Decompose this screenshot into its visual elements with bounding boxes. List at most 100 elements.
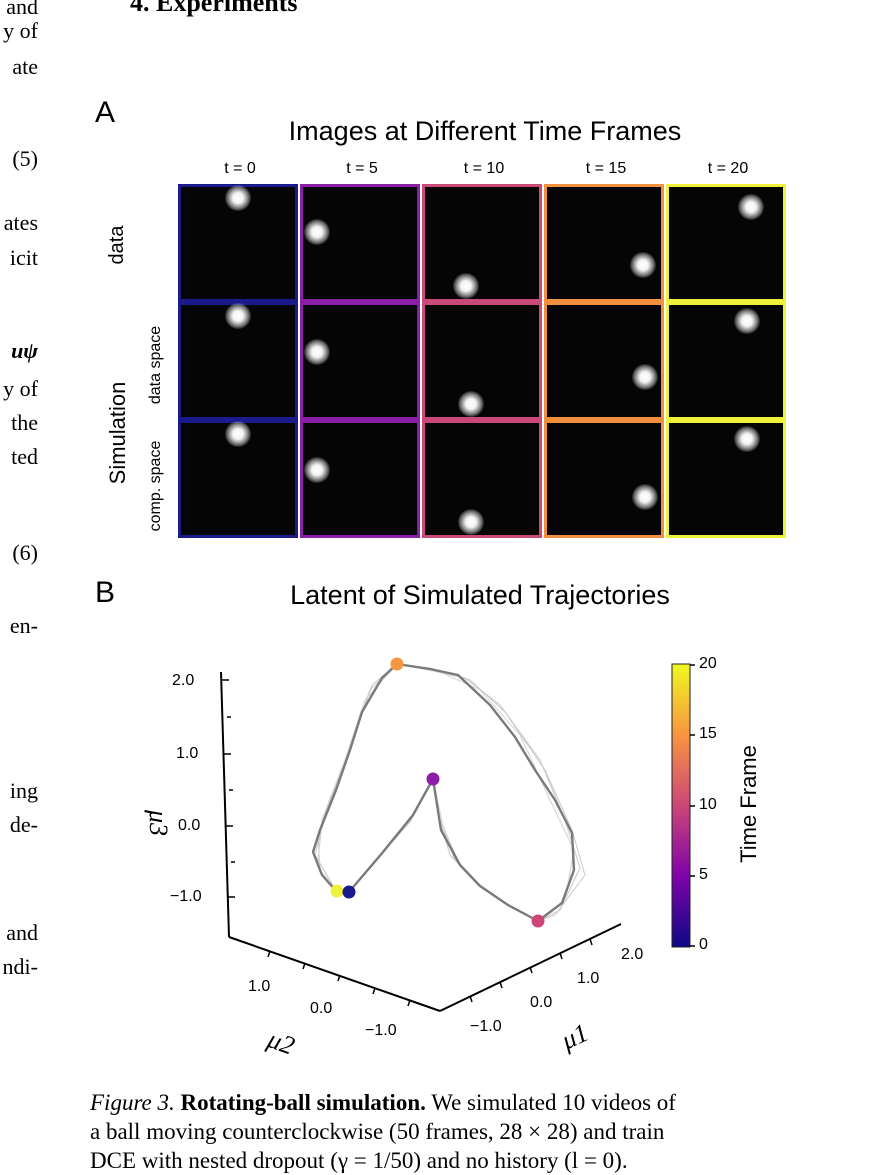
mu1-tick-label: 1.0 [577,970,600,987]
marker-t0 [342,885,356,899]
colorbar-tick-label: 10 [699,796,717,813]
column-label-t10: t = 10 [463,160,505,177]
colorbar-tick-label: 20 [699,655,717,672]
ball-blob [453,272,480,299]
trajectory-markers [330,657,545,928]
ball-blob [225,421,251,448]
frame-data-t15 [544,184,664,302]
mu1-tick-label: 2.0 [621,946,644,963]
margin-text: (5) [12,146,38,171]
trajectory-light-2 [317,663,575,922]
ball-blob [303,457,330,484]
frame-sim-data-space-t0 [178,302,298,420]
frame-data-t0 [178,184,298,302]
ball-blob [733,307,760,334]
frame-data-t20 [666,184,786,302]
row-label-simulation: Simulation [105,381,130,485]
row-label-data: data [106,225,128,265]
z-tick-label: 1.0 [176,745,199,762]
marker-t15 [390,657,404,671]
ball-blob [457,390,484,417]
z-axis-line [220,671,230,938]
ball-blob [632,483,659,510]
mu1-tick-label: −1.0 [470,1018,502,1035]
trajectories [311,662,586,923]
ball-blob [733,425,760,452]
ball-blob [303,339,330,366]
column-label-t0: t = 0 [224,160,256,177]
mu2-axis-label: μ2 [263,1024,299,1061]
panel-letter-b: B [95,576,116,609]
ball-blob [225,303,251,330]
caption-text: We simulated 10 videos of [431,1090,676,1115]
colorbar-ticks [690,664,695,947]
z-tick-label: 2.0 [172,672,195,689]
mu1-tick-label: 0.0 [530,994,553,1011]
margin-text: the [11,410,38,435]
row-label-data-space: data space [147,325,164,405]
ball-blob [632,363,659,390]
panel-b-title: Latent of Simulated Trajectories [290,580,670,610]
margin-text: y of [3,376,38,401]
trajectory-light-1 [317,663,581,922]
frame-data-t10 [422,184,542,302]
margin-text: ate [12,54,38,79]
frame-data-t5 [300,184,420,302]
frame-sim-data-space-t20 [666,302,786,420]
marker-t20 [330,884,344,898]
margin-text: (6) [12,540,38,565]
margin-text: and [6,0,38,19]
marker-t10 [531,914,545,928]
trajectory-light-3 [314,663,586,922]
margin-text: and [6,920,38,945]
ball-blob [303,218,330,245]
frame-sim-data-space-t15 [544,302,664,420]
image-grid [178,184,790,544]
caption-text: a ball moving counterclockwise (50 frame… [90,1119,665,1144]
colorbar-tick-label: 5 [699,866,708,883]
mu2-tick-label: 0.0 [310,1000,333,1017]
margin-text: en- [9,613,38,638]
colorbar [671,663,691,948]
margin-text: ing [9,778,38,803]
ball-blob [225,185,251,212]
frame-sim-comp-space-t15 [544,420,664,538]
frame-sim-data-space-t10 [422,302,542,420]
margin-text: ates [3,210,38,235]
axis-ticks [221,679,593,1007]
margin-text: ted [11,444,38,469]
mu2-axis-line [228,936,441,1012]
panel-letter-a: A [95,96,116,129]
margin-text: y of [3,18,38,43]
colorbar-tick-label: 15 [699,725,717,742]
caption-label: Figure 3. [90,1090,175,1115]
plot-axes [220,671,622,1012]
colorbar-label: Time Frame [736,745,761,863]
column-label-t15: t = 15 [585,160,627,177]
trajectory-main [311,662,576,923]
column-label-t5: t = 5 [346,160,378,177]
frame-sim-comp-space-t20 [666,420,786,538]
left-column-fragments: and y of ate (5) ates icit uψ y of the t… [0,0,40,1161]
section-heading: 4. Experiments [130,0,298,17]
z-axis-label: μ3 [144,809,173,837]
frame-sim-comp-space-t0 [178,420,298,538]
marker-t5 [426,772,440,786]
margin-text: icit [9,245,38,270]
ball-blob [629,252,656,279]
mu1-axis-label: μ1 [556,1017,593,1056]
mu2-tick-label: −1.0 [365,1022,397,1039]
mu2-tick-label: 1.0 [248,978,271,995]
margin-text: uψ [11,338,38,363]
frame-sim-comp-space-t5 [300,420,420,538]
frame-sim-data-space-t5 [300,302,420,420]
z-tick-label: −1.0 [170,888,202,905]
margin-text: ndi- [2,954,38,979]
caption-title: Rotating-ball simulation. [180,1090,426,1115]
column-label-t20: t = 20 [707,160,749,177]
ball-blob [457,508,484,535]
colorbar-tick-label: 0 [699,936,708,953]
margin-text: de- [9,812,38,837]
frame-sim-comp-space-t10 [422,420,542,538]
z-tick-label: 0.0 [178,817,201,834]
